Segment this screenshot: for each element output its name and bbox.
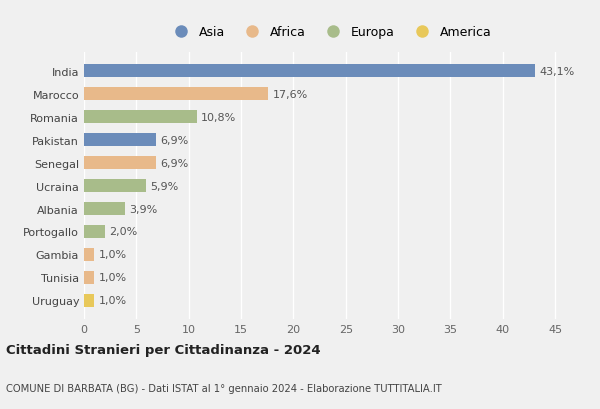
Bar bbox=[84, 272, 94, 284]
Text: COMUNE DI BARBATA (BG) - Dati ISTAT al 1° gennaio 2024 - Elaborazione TUTTITALIA: COMUNE DI BARBATA (BG) - Dati ISTAT al 1… bbox=[6, 383, 442, 393]
Text: 2,0%: 2,0% bbox=[109, 227, 137, 237]
Text: Cittadini Stranieri per Cittadinanza - 2024: Cittadini Stranieri per Cittadinanza - 2… bbox=[6, 343, 320, 356]
Text: 1,0%: 1,0% bbox=[98, 250, 127, 260]
Bar bbox=[84, 88, 268, 101]
Bar bbox=[84, 226, 105, 238]
Text: 10,8%: 10,8% bbox=[201, 112, 236, 122]
Legend: Asia, Africa, Europa, America: Asia, Africa, Europa, America bbox=[165, 22, 495, 43]
Bar bbox=[84, 294, 94, 307]
Bar bbox=[84, 65, 535, 78]
Bar bbox=[84, 157, 156, 169]
Text: 1,0%: 1,0% bbox=[98, 296, 127, 306]
Bar bbox=[84, 180, 146, 192]
Text: 6,9%: 6,9% bbox=[160, 135, 188, 145]
Text: 43,1%: 43,1% bbox=[539, 67, 575, 76]
Bar bbox=[84, 134, 156, 146]
Text: 5,9%: 5,9% bbox=[150, 181, 178, 191]
Bar bbox=[84, 111, 197, 124]
Text: 1,0%: 1,0% bbox=[98, 273, 127, 283]
Bar bbox=[84, 203, 125, 215]
Text: 17,6%: 17,6% bbox=[272, 90, 308, 99]
Bar bbox=[84, 249, 94, 261]
Text: 6,9%: 6,9% bbox=[160, 158, 188, 168]
Text: 3,9%: 3,9% bbox=[129, 204, 157, 214]
